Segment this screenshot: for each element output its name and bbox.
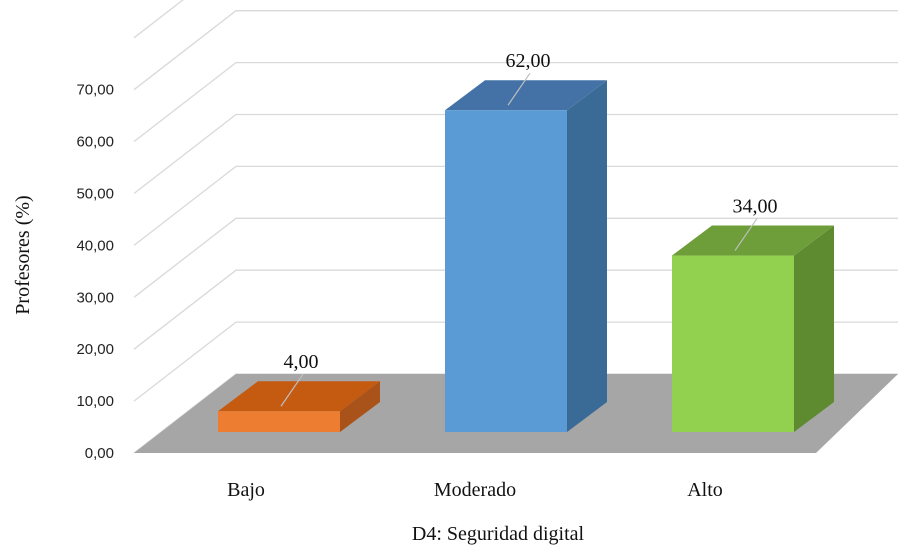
data-label: 34,00 [733, 196, 778, 218]
bar-front [672, 255, 794, 432]
gridline [133, 217, 898, 298]
x-axis-title: D4: Seguridad digital [412, 523, 585, 545]
y-axis-title: Profesores (%) [12, 195, 34, 314]
y-tick-label: 0,00 [85, 445, 114, 462]
bar-moderado: 62,00 [445, 50, 607, 432]
bars: 4,00 62,00 34,00 [218, 50, 834, 432]
y-tick-label: 60,00 [76, 134, 114, 151]
x-tick-label: Moderado [434, 479, 516, 501]
gridline [133, 165, 898, 246]
bar-top [218, 381, 380, 412]
y-tick-label: 10,00 [76, 393, 114, 410]
gridline [133, 113, 898, 195]
data-label-leader [507, 72, 531, 106]
data-label-leader [734, 218, 758, 251]
y-tick-label: 30,00 [76, 289, 114, 306]
y-tick-label: 50,00 [76, 186, 114, 203]
bar-bajo: 4,00 [218, 351, 380, 432]
y-tick-label: 20,00 [76, 341, 114, 358]
data-label: 62,00 [506, 50, 551, 72]
bar-side [340, 381, 380, 432]
bar-side [567, 80, 607, 432]
y-tick-label: 70,00 [76, 82, 114, 99]
gridlines [133, 0, 898, 454]
bar-top [445, 80, 607, 111]
x-tick-label: Alto [687, 479, 723, 501]
y-axis-ticks: 0,00 10,00 20,00 30,00 40,00 50,00 60,00 70,00 [76, 82, 114, 462]
bar-front [445, 110, 567, 432]
gridline [133, 10, 898, 91]
y-tick-label: 40,00 [76, 237, 114, 254]
bar-alto: 34,00 [672, 196, 834, 432]
x-axis-categories: Bajo Moderado Alto [227, 479, 723, 501]
bar-front [218, 411, 340, 432]
bar-side [794, 225, 834, 432]
data-label: 4,00 [284, 351, 319, 373]
gridline [133, 0, 184, 39]
x-tick-label: Bajo [227, 479, 265, 501]
data-label-leader [280, 373, 304, 407]
gridline [133, 61, 898, 143]
bar-top [672, 225, 834, 256]
